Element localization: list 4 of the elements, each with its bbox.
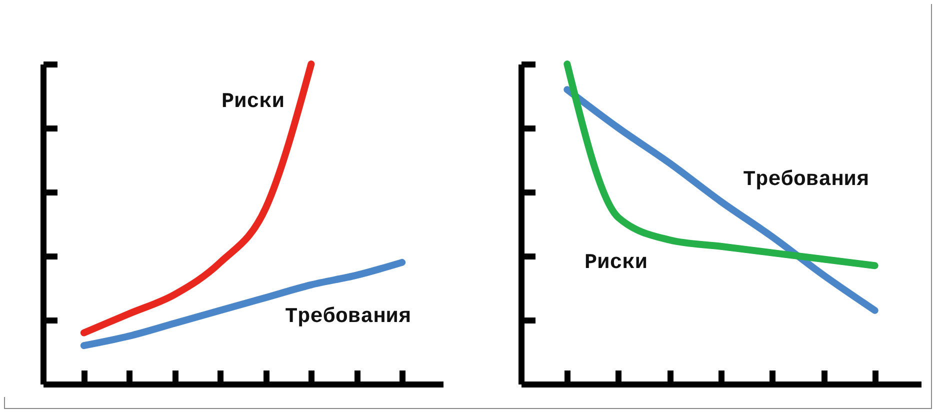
series-label: Требования <box>742 169 870 192</box>
series-label: Риски <box>221 91 285 114</box>
series-label: Требования <box>284 306 412 329</box>
series-label: Риски <box>584 252 648 275</box>
